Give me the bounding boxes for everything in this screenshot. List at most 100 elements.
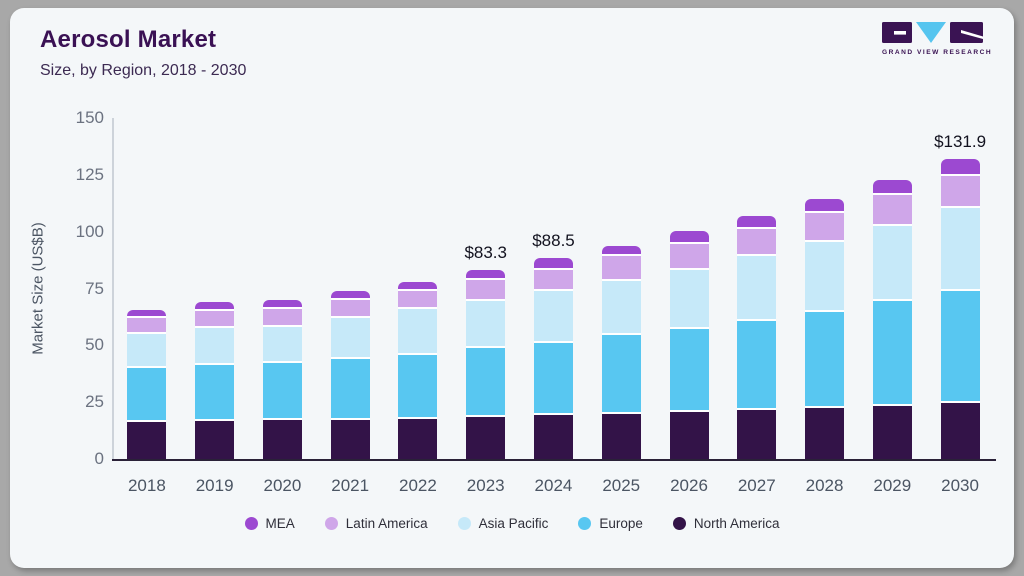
bar-segment-latin-america [737,229,777,257]
bar-segment-mea [330,291,370,301]
x-tick-label: 2020 [263,476,302,495]
bar-segment-europe [805,312,845,408]
bar-segment-latin-america [262,309,302,327]
gvr-logo: GRAND VIEW RESEARCH [882,22,993,56]
bar-segment-europe [466,348,506,417]
bar-segment-asia-pacific [940,208,980,292]
bar-column-2030: $131.9 2030 [926,118,994,495]
x-tick-label: 2022 [399,476,437,495]
bar-column-2023: $83.3 2023 [452,118,520,495]
legend-dot-icon [244,517,258,530]
bar-segment-latin-america [872,194,912,227]
chart-legend: MEA Latin America Asia Pacific Europe North … [10,516,1014,531]
bar-segment-asia-pacific [601,281,641,335]
stacked-bar [805,198,845,459]
bar-segment-europe [330,358,370,420]
bar-segment-asia-pacific [127,333,167,369]
bar-segment-europe [737,321,777,410]
bar-column-2022: 2022 [384,118,452,495]
bar-column-2021: 2021 [316,118,384,495]
stacked-bar [533,257,573,459]
stacked-bar [330,291,370,459]
bar-segment-north-america [805,407,845,459]
bar-column-2019: 2019 [181,118,249,495]
legend-item-latin-america: Latin America [324,516,428,531]
bar-column-2020: 2020 [249,118,317,495]
page-title: Aerosol Market [40,26,217,53]
stacked-bar [872,179,912,459]
legend-item-europe: Europe [578,516,643,531]
bar-segment-asia-pacific [330,317,370,359]
bar-segment-mea [872,179,912,195]
bar-segment-latin-america [533,269,573,291]
x-tick-label: 2029 [873,476,912,495]
bar-segment-mea [195,302,235,312]
y-tick-label: 125 [75,164,104,184]
stacked-bar [669,231,709,459]
stacked-bar [940,159,980,459]
legend-dot-icon [578,517,592,530]
y-axis-line [112,118,114,459]
bar-segment-north-america [669,412,709,459]
bar-segment-mea [533,257,573,270]
bar-segment-europe [127,368,167,422]
bar-segment-mea [805,198,845,214]
legend-dot-icon [457,517,471,530]
bar-segment-latin-america [127,317,167,334]
x-tick-label: 2021 [331,476,370,495]
bar-segment-europe [398,354,438,419]
x-tick-label: 2025 [602,476,641,495]
bar-column-2025: 2025 [587,118,655,495]
bar-value-label: $83.3 [464,242,507,262]
bar-segment-asia-pacific [737,256,777,322]
bar-segment-asia-pacific [533,290,573,344]
bar-segment-north-america [398,418,438,459]
bar-segment-mea [940,159,980,177]
bar-segment-north-america [127,421,167,459]
gvr-logo-icon [882,22,983,43]
legend-item-asia-pacific: Asia Pacific [457,516,548,531]
y-axis-ticks: 0 25 50 75 100 125 150 [10,108,104,468]
x-tick-label: 2027 [737,476,776,495]
y-tick-label: 100 [75,221,104,241]
bar-segment-europe [669,329,709,413]
bar-segment-latin-america [195,311,235,329]
stacked-bar [737,215,777,459]
bar-value-label: $88.5 [532,230,575,250]
bar-segment-mea [669,231,709,244]
bar-segment-asia-pacific [872,226,912,302]
stacked-bar [127,309,167,459]
legend-label: MEA [265,516,295,531]
bar-segment-mea [398,281,438,292]
bar-segment-europe [262,363,302,421]
legend-dot-icon [672,517,686,530]
bar-segment-europe [533,343,573,416]
x-axis-line [112,459,996,461]
legend-dot-icon [324,517,338,530]
x-tick-label: 2023 [466,476,505,495]
bar-segment-asia-pacific [262,326,302,364]
bar-segment-mea [262,299,302,309]
bar-segment-latin-america [330,300,370,318]
bar-segment-europe [601,334,641,414]
x-tick-label: 2024 [534,476,573,495]
bar-segment-latin-america [940,176,980,209]
bar-segment-asia-pacific [195,328,235,365]
bar-segment-latin-america [669,243,709,271]
gvr-logo-text: GRAND VIEW RESEARCH [882,49,993,56]
bar-segment-asia-pacific [398,309,438,355]
stacked-bar [398,281,438,459]
bar-segment-mea [466,269,506,281]
bar-segment-north-america [533,415,573,459]
bar-column-2018: 2018 [113,118,181,495]
bar-segment-asia-pacific [805,242,845,313]
bar-column-2027: 2027 [723,118,791,495]
stacked-bar [195,302,235,459]
stacked-bar [262,299,302,459]
x-tick-label: 2018 [127,476,166,495]
y-tick-label: 0 [94,449,104,468]
chart-card: Aerosol Market Size, by Region, 2018 - 2… [10,8,1014,568]
x-tick-label: 2026 [670,476,708,495]
legend-label: North America [693,516,780,531]
bar-segment-mea [737,215,777,230]
